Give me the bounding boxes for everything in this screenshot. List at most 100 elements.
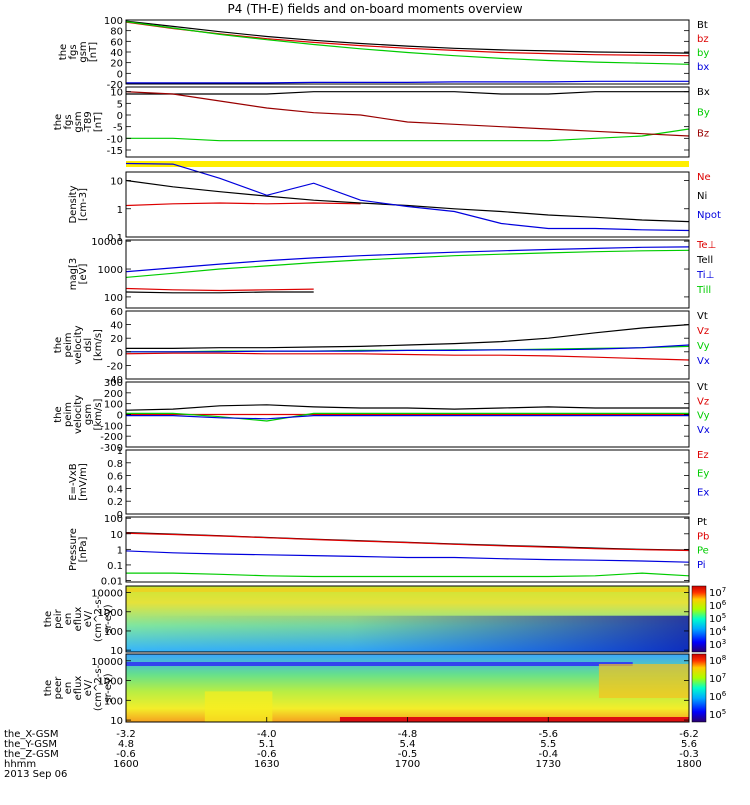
x-row-label: the_Z-GSM <box>4 749 59 760</box>
legend-Vx: Vx <box>697 356 710 367</box>
y-tick-label: -10 <box>107 134 123 145</box>
colorbar-tick-label: 105 <box>709 612 726 625</box>
panel-7: Ez Ey Ex 0 0.2 0.40.6 0.8 1 E=-VxB[mV/m] <box>68 446 709 521</box>
x-tick-label: -3.2 <box>116 729 136 740</box>
y-tick-label: 0.01 <box>101 576 123 587</box>
panel-8: Pt Pb Pe Pi 0.01 0.1 1 10 100 Pressure[nPa] <box>68 514 709 587</box>
y-axis-label: thepeimvelocitydsl[km/s] <box>53 325 104 364</box>
y-tick-label: -40 <box>107 375 123 386</box>
x-row-label: the_Y-GSM <box>4 739 57 750</box>
panel-frame <box>125 449 690 515</box>
colorbar-tick-label: 106 <box>709 690 727 703</box>
y-axis-label: thefgsgsm-T89[nT] <box>53 111 104 133</box>
series-line-Pb <box>125 532 690 552</box>
x-tick-label: -0.6 <box>116 749 136 760</box>
y-axis-label: Pressure[nPa] <box>68 528 89 571</box>
heatmap-patch <box>598 664 689 698</box>
legend-Ez: Ez <box>697 450 709 461</box>
y-tick-label: 10 <box>110 88 123 99</box>
legend-Pb: Pb <box>697 531 709 542</box>
legend-bx: bx <box>697 62 709 73</box>
panel-3: Ne Ni Npot 0.1 1 10 Density[cm-3] <box>68 162 721 244</box>
x-tick-label: 1700 <box>395 759 420 770</box>
legend-Vt: Vt <box>697 311 708 322</box>
y-tick-label: 100 <box>104 293 123 304</box>
x-tick-label: 5.6 <box>681 739 697 750</box>
legend-bz: bz <box>697 34 709 45</box>
y-tick-label: 200 <box>104 389 123 400</box>
series-line-Pi <box>125 550 690 563</box>
legend-Npot: Npot <box>697 210 721 221</box>
series-line-Vz <box>125 352 690 361</box>
legend-Bz: Bz <box>697 128 709 139</box>
y-tick-label: 10000 <box>91 657 123 668</box>
series-line-Vx <box>126 344 690 353</box>
series-line-Ti⊥ <box>125 246 690 273</box>
panel-frame <box>125 516 690 583</box>
x-tick-label: -5.6 <box>538 729 558 740</box>
legend-Vt: Vt <box>697 382 708 393</box>
y-tick-label: 10 <box>110 716 123 727</box>
y-tick-label: 0.8 <box>107 459 123 470</box>
y-tick-label: -300 <box>100 443 123 454</box>
y-tick-label: 100 <box>104 400 123 411</box>
x-tick-label: -0.6 <box>257 749 277 760</box>
legend-Vz: Vz <box>697 396 709 407</box>
y-tick-label: 0.1 <box>107 561 123 572</box>
separator-band <box>126 161 689 167</box>
x-row-label: hhmm <box>4 759 36 770</box>
x-tick-label: -0.5 <box>398 749 418 760</box>
legend-Vy: Vy <box>697 411 710 422</box>
y-tick-label: 1 <box>117 205 123 216</box>
x-tick-label: 4.8 <box>118 739 134 750</box>
y-tick-label: -20 <box>107 361 123 372</box>
series-line-Te⊥ <box>125 287 314 292</box>
series-line-By <box>126 128 690 142</box>
date-label: 2013 Sep 06 <box>4 769 67 780</box>
y-tick-label: 5 <box>117 99 123 110</box>
y-tick-label: 0 <box>117 411 123 422</box>
panel-frame <box>125 239 690 309</box>
colorbar-tick-label: 103 <box>709 638 726 651</box>
y-tick-label: 300 <box>104 378 123 389</box>
heatmap-band <box>339 717 689 722</box>
colorbar-tick-label: 104 <box>709 625 727 638</box>
y-tick-label: -200 <box>100 432 123 443</box>
y-tick-label: 10000 <box>91 237 123 248</box>
series-line-Bz <box>125 91 690 137</box>
x-tick-label: -6.2 <box>679 729 699 740</box>
y-axis-label: Density[cm-3] <box>68 185 89 223</box>
series-line-Ni <box>125 179 690 223</box>
colorbar-tick-label: 105 <box>709 708 726 721</box>
series-line-by <box>125 21 690 65</box>
y-tick-label: 0 <box>117 348 123 359</box>
panel-frame <box>125 86 690 158</box>
x-tick-label: 5.4 <box>400 739 416 750</box>
y-tick-label: 1000 <box>98 677 123 688</box>
legend-By: By <box>697 108 710 119</box>
series-line-Vy <box>126 412 689 422</box>
legend-Ni: Ni <box>697 191 707 202</box>
y-tick-label: 1000 <box>98 608 123 619</box>
legend-Ex: Ex <box>697 487 709 498</box>
y-axis-label: thepeerenefluxeV/(cm^2-s-sr-eV) <box>43 664 114 711</box>
panel-frame <box>125 310 690 380</box>
series-line-bz <box>125 21 690 57</box>
legend-Vx: Vx <box>697 425 710 436</box>
legend-Vy: Vy <box>697 341 710 352</box>
series-line-Vx <box>126 415 689 420</box>
series-line-Vt <box>126 324 690 349</box>
y-tick-label: -15 <box>107 146 123 157</box>
y-tick-label: -100 <box>100 421 123 432</box>
colorbar-tick-label: 107 <box>709 586 726 599</box>
series-line-Bx <box>126 91 689 95</box>
colorbar-tick-label: 107 <box>709 672 726 685</box>
legend-Pe: Pe <box>697 546 709 557</box>
y-tick-label: 20 <box>110 334 123 345</box>
y-tick-label: 0.6 <box>107 472 123 483</box>
y-tick-label: -20 <box>107 80 123 91</box>
y-axis-label: thefgsgsm[nT] <box>58 41 99 62</box>
